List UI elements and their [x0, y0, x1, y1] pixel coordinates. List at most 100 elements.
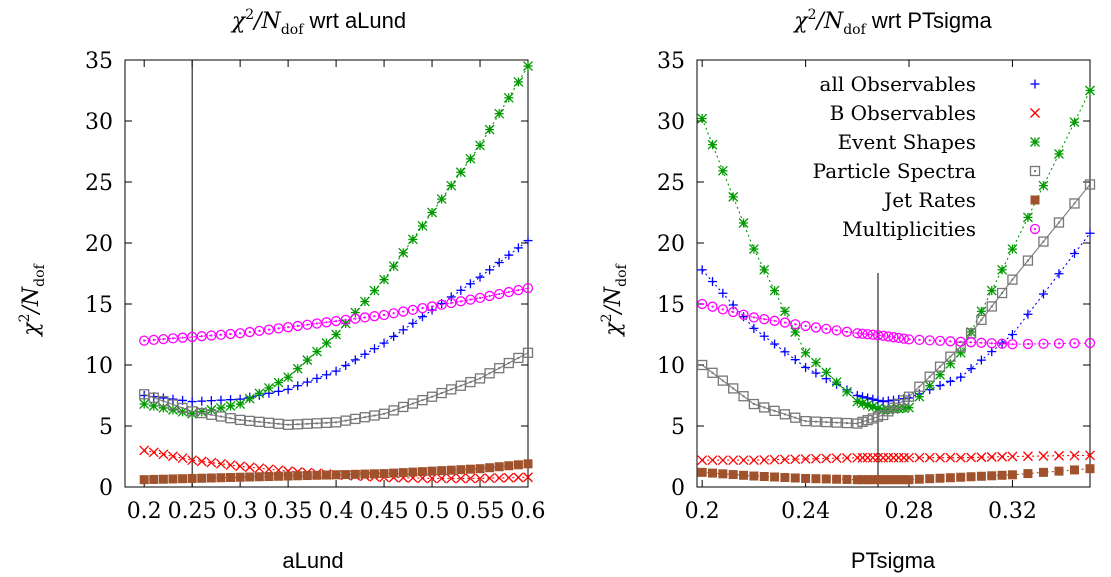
data-point — [924, 452, 935, 463]
data-point — [485, 463, 495, 473]
data-point — [436, 387, 447, 399]
data-point — [863, 475, 873, 485]
data-point — [254, 472, 264, 482]
data-point — [369, 410, 380, 421]
data-point — [225, 328, 236, 340]
y-tick-label: 0 — [99, 476, 113, 501]
data-point — [1054, 466, 1064, 476]
data-point — [965, 337, 977, 348]
data-point — [455, 473, 466, 484]
legend-entry: B Observables — [830, 101, 1040, 125]
data-point — [474, 292, 486, 304]
data-point — [831, 417, 842, 428]
data-point — [446, 473, 457, 484]
data-point — [378, 408, 390, 419]
data-point — [800, 453, 811, 464]
data-point — [997, 451, 1008, 462]
data-point — [779, 454, 790, 465]
data-point — [1054, 148, 1064, 159]
x-tick-label: 0.32 — [988, 499, 1037, 524]
data-point — [780, 472, 790, 482]
data-point — [976, 355, 986, 365]
data-point — [503, 472, 514, 483]
data-point — [914, 452, 925, 463]
data-point — [955, 452, 966, 463]
data-point — [779, 306, 790, 317]
legend-marker — [1029, 165, 1041, 177]
y-tick-label: 15 — [85, 293, 113, 318]
data-point — [728, 383, 739, 394]
data-point — [149, 474, 159, 484]
data-point — [264, 472, 274, 482]
x-tick-label: 0.4 — [319, 499, 354, 524]
data-point — [302, 355, 313, 366]
data-point — [263, 382, 274, 393]
data-point — [494, 473, 505, 483]
data-point — [1038, 236, 1049, 247]
data-point — [697, 298, 708, 310]
data-point — [1022, 451, 1033, 462]
data-point — [914, 474, 924, 484]
data-point — [407, 304, 419, 316]
data-point — [1022, 212, 1033, 223]
data-point — [697, 455, 708, 466]
data-point — [914, 391, 925, 402]
data-point — [330, 315, 342, 327]
data-point — [503, 92, 514, 103]
data-point — [914, 334, 925, 346]
data-point — [168, 474, 178, 484]
data-point — [322, 370, 331, 380]
data-point — [976, 314, 987, 326]
data-point — [1007, 274, 1018, 285]
data-point — [867, 452, 878, 463]
data-point — [1038, 289, 1048, 299]
data-point — [842, 386, 852, 397]
data-point — [139, 445, 150, 456]
y-tick-label: 30 — [85, 110, 113, 135]
data-point — [523, 472, 533, 483]
x-tick-label: 0.35 — [264, 499, 313, 524]
data-point — [893, 452, 904, 463]
data-point — [718, 288, 728, 298]
data-point — [878, 452, 889, 463]
data-point — [811, 368, 821, 378]
data-point — [945, 452, 956, 463]
legend-label: all Observables — [820, 72, 976, 96]
data-point — [225, 401, 236, 411]
data-point — [341, 470, 351, 480]
legend-entry: Event Shapes — [838, 130, 1040, 154]
data-point — [810, 416, 822, 427]
data-point — [852, 452, 863, 463]
y-tick-label: 10 — [657, 354, 685, 379]
data-point — [1053, 217, 1065, 228]
data-point — [504, 250, 514, 260]
legend-marker — [1029, 223, 1041, 235]
data-point — [935, 452, 945, 463]
data-point — [215, 411, 227, 422]
series-multiplicities — [697, 298, 1096, 350]
data-point — [389, 468, 399, 478]
series-fit-line — [144, 449, 529, 480]
y-tick-label: 15 — [657, 293, 685, 318]
data-point — [139, 399, 150, 409]
legend-label: B Observables — [830, 101, 976, 125]
data-point — [801, 473, 811, 483]
data-point — [350, 413, 361, 425]
x-tick-label: 0.55 — [456, 499, 505, 524]
data-point — [1085, 228, 1095, 238]
data-point — [759, 472, 769, 482]
data-point — [398, 247, 409, 258]
data-point — [484, 124, 495, 135]
data-point — [831, 377, 842, 388]
data-point — [235, 461, 246, 472]
data-point — [945, 376, 955, 386]
data-point — [986, 452, 997, 462]
data-point — [513, 472, 524, 483]
data-point — [494, 288, 505, 300]
data-point — [924, 335, 935, 346]
data-point — [331, 366, 341, 376]
data-point — [935, 473, 945, 483]
data-point — [903, 334, 915, 345]
data-point — [718, 469, 728, 479]
